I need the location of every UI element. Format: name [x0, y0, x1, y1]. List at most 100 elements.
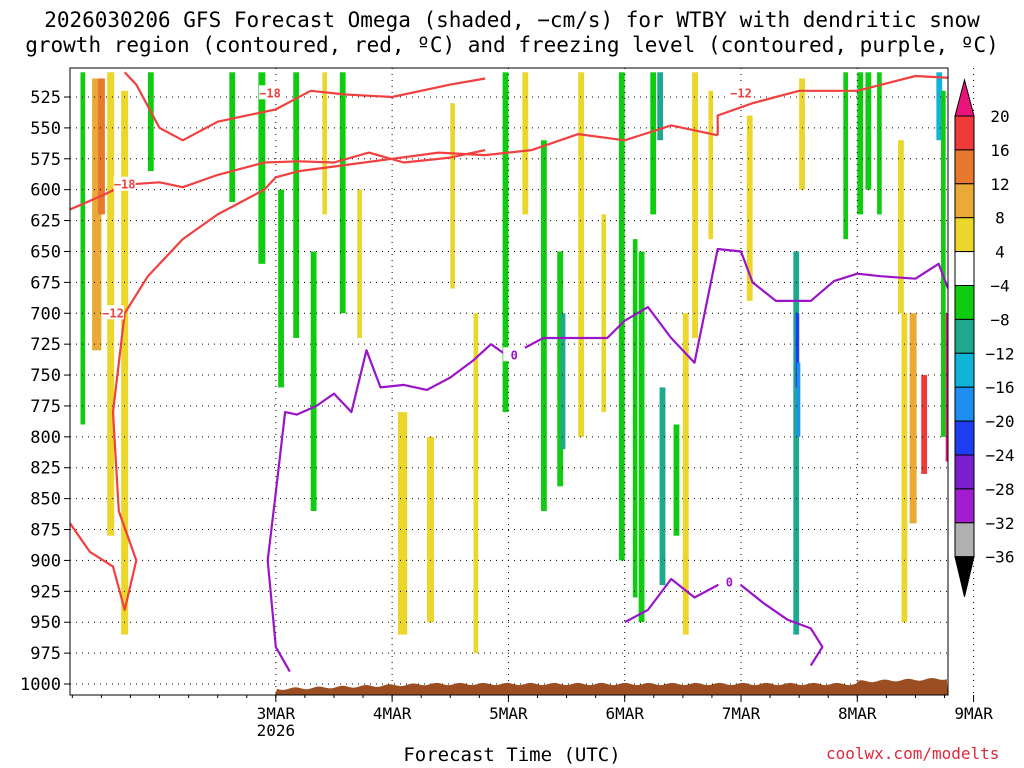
chart-title-line-2: growth region (contoured, red, ºC) and f…: [25, 33, 999, 57]
omega-cell: [692, 72, 698, 338]
colorbar-segment: [954, 251, 975, 287]
source-credit[interactable]: coolwx.com/modelts: [826, 744, 1000, 763]
omega-cell: [278, 189, 284, 388]
colorbar-segment: [954, 183, 975, 219]
omega-cell: [793, 251, 800, 635]
freezing-level-contour-label-bg: [503, 347, 526, 362]
colorbar-bottom-arrow: [954, 556, 975, 597]
omega-cell: [673, 424, 680, 536]
colorbar-level-label: −32: [986, 514, 1015, 533]
omega-cell: [80, 72, 86, 425]
colorbar-level-label: −24: [986, 446, 1015, 465]
omega-cell: [746, 115, 753, 301]
omega-cell: [650, 72, 657, 215]
omega-cell: [877, 72, 882, 215]
colorbar-segment: [954, 217, 975, 253]
omega-cell: [857, 72, 864, 215]
terrain-ground-fill: [70, 678, 948, 695]
omega-cell: [657, 72, 664, 141]
colorbar-level-label: −20: [986, 412, 1015, 431]
x-tick-label: 4MAR: [373, 704, 412, 723]
freezing-level-contour-label-bg: [718, 574, 741, 589]
x-axis-label: Forecast Time (UTC): [403, 744, 621, 766]
omega-cell: [578, 72, 585, 437]
y-tick-label: 625: [30, 212, 61, 232]
omega-cell: [618, 72, 625, 561]
dgz-contour-label-bg: [102, 305, 125, 320]
y-tick-label: 525: [30, 88, 61, 108]
y-tick-label: 975: [30, 644, 61, 664]
omega-cell: [121, 90, 129, 635]
colorbar-level-label: 16: [990, 141, 1009, 160]
freezing-level-contour-label: 0: [726, 576, 733, 590]
omega-cell: [799, 78, 805, 190]
colorbar-segment: [954, 488, 975, 524]
colorbar-level-label: −8: [990, 310, 1009, 329]
omega-cell: [638, 251, 645, 623]
colorbar-segment: [954, 522, 975, 558]
omega-cell: [397, 412, 408, 635]
omega-cell: [795, 313, 800, 388]
y-tick-label: 550: [30, 119, 61, 139]
omega-cell: [941, 90, 946, 437]
omega-cell: [322, 72, 328, 215]
y-tick-label: 750: [30, 366, 61, 386]
dgz-contour-label: −12: [730, 86, 752, 100]
dgz-contour-label-bg: [113, 176, 136, 191]
omega-cell: [107, 72, 115, 536]
omega-cell: [796, 362, 801, 437]
colorbar-level-label: −4: [990, 277, 1009, 296]
omega-cell: [945, 313, 948, 462]
dgz-contour: [70, 124, 718, 612]
y-tick-label: 725: [30, 335, 61, 355]
omega-colorbar: 20 16 12 8 4 −4 −8 −12 −16 −20 −24 −28 −32 −36: [954, 78, 1015, 597]
contour-layer: −18 −18 −12 −12 0 0: [70, 71, 948, 673]
y-tick-label: 650: [30, 242, 61, 262]
y-tick-label: 1000: [20, 675, 61, 695]
x-tick-label: 3MAR: [257, 704, 296, 723]
colorbar-level-label: 20: [990, 107, 1009, 126]
omega-cell: [843, 72, 848, 240]
y-tick-label: 575: [30, 150, 61, 170]
y-tick-label: 925: [30, 582, 61, 602]
omega-cell: [632, 239, 638, 598]
omega-cell: [339, 72, 346, 314]
omega-cell: [921, 375, 928, 474]
omega-cell: [92, 78, 102, 351]
omega-cell: [293, 72, 300, 338]
omega-cell: [897, 140, 904, 314]
x-tick-year-label: 2026: [257, 721, 296, 740]
x-tick-label: 8MAR: [838, 704, 877, 723]
dgz-contour: [716, 74, 948, 136]
colorbar-segment: [954, 115, 975, 151]
colorbar-segment: [954, 149, 975, 185]
omega-cell: [229, 72, 236, 203]
omega-cell: [560, 313, 566, 450]
pressure-axis: 525 550 575 600 625 650 675 700 725 750 775 800 825 8…: [20, 88, 70, 695]
dgz-contour-label: −18: [259, 86, 281, 100]
colorbar-segment: [954, 285, 975, 320]
omega-cell: [450, 103, 455, 289]
colorbar-level-label: 4: [995, 243, 1005, 262]
plot-frame: [69, 67, 949, 696]
chart-title-line-1: 2026030206 GFS Forecast Omega (shaded, −…: [44, 8, 980, 32]
dgz-contour-label: −12: [102, 306, 124, 320]
omega-cell: [659, 387, 666, 586]
colorbar-level-label: −36: [986, 548, 1015, 567]
dgz-contour-label-bg: [730, 85, 753, 100]
y-tick-label: 600: [30, 181, 61, 201]
freezing-level-contour: [266, 247, 948, 673]
x-tick-label: 7MAR: [722, 704, 761, 723]
freezing-level-contour: [624, 577, 824, 667]
dgz-contour-label-bg: [259, 85, 282, 100]
y-tick-label: 825: [30, 459, 61, 479]
omega-cell: [97, 78, 105, 215]
y-tick-label: 800: [30, 428, 61, 448]
omega-cell: [540, 140, 547, 511]
freezing-level-contour-label: 0: [511, 348, 518, 362]
colorbar-level-label: 8: [995, 209, 1005, 228]
colorbar-level-label: −16: [986, 378, 1015, 397]
y-tick-label: 775: [30, 397, 61, 417]
colorbar-segment: [954, 420, 975, 456]
colorbar-segment: [954, 386, 975, 422]
